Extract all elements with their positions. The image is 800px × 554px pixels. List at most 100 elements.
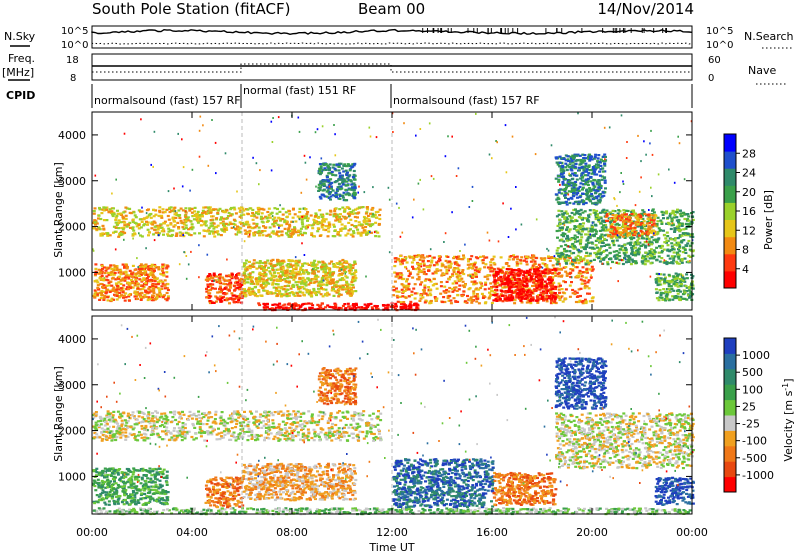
echo-cell: [307, 272, 311, 275]
echo-cell: [539, 294, 542, 297]
echo-cell: [157, 232, 161, 235]
echo-cell: [283, 303, 287, 306]
echo-cell: [173, 206, 177, 209]
echo-cell: [134, 280, 138, 283]
echo-cell: [364, 212, 368, 215]
echo-cell: [235, 277, 239, 280]
echo-cell: [422, 272, 426, 275]
echo-cell: [275, 219, 279, 222]
echo-cell: [342, 164, 346, 167]
echo-cell: [261, 217, 265, 220]
echo-cell: [392, 294, 395, 297]
echo-cell: [333, 290, 337, 293]
echo-cell: [352, 272, 356, 275]
echo-cell: [321, 217, 325, 220]
echo-cell: [624, 228, 628, 231]
echo-cell: [223, 293, 227, 296]
echo-cell: [666, 221, 670, 224]
echo-cell: [586, 241, 590, 245]
echo-cell: [242, 213, 246, 216]
echo-cell: [293, 294, 297, 297]
echo-cell: [188, 207, 192, 210]
echo-cell: [209, 288, 213, 292]
echo-cell: [311, 227, 315, 230]
echo-cell: [129, 282, 133, 285]
echo-cell: [152, 233, 156, 236]
echo-cell: [255, 216, 259, 219]
echo-cell: [344, 184, 348, 187]
echo-cell: [559, 245, 563, 248]
echo-cell: [271, 281, 275, 284]
echo-cell: [602, 227, 606, 230]
echo-cell: [237, 273, 241, 276]
echo-cell: [329, 195, 333, 198]
echo-cell: [310, 302, 313, 305]
echo-cell: [683, 248, 687, 251]
echo-cell: [247, 276, 251, 279]
echo-cell: [298, 285, 302, 288]
echo-cell: [298, 276, 302, 280]
echo-cell: [243, 273, 247, 276]
echo-cell: [537, 263, 541, 266]
echo-cell: [316, 307, 320, 311]
echo-cell: [304, 217, 307, 220]
echo-cell: [121, 215, 125, 218]
echo-cell: [338, 208, 342, 211]
echo-cell: [108, 289, 112, 292]
echo-cell: [303, 294, 306, 297]
echo-cell: [444, 259, 448, 262]
echo-cell: [571, 263, 575, 266]
echo-cell: [250, 214, 254, 217]
echo-cell: [314, 212, 318, 215]
echo-cell: [130, 272, 134, 275]
echo-cell: [624, 222, 628, 225]
echo-cell: [553, 257, 557, 260]
echo-cell: [489, 261, 493, 264]
echo-cell: [686, 218, 690, 221]
echo-cell: [317, 290, 321, 293]
echo-cell: [139, 210, 142, 213]
echo-cell: [354, 226, 358, 229]
echo-cell: [650, 231, 654, 234]
echo-cell: [347, 229, 351, 232]
echo-cell: [426, 294, 429, 297]
echo-cell: [184, 231, 188, 234]
echo-cell: [109, 271, 113, 275]
echo-cell: [270, 211, 274, 214]
echo-cell: [665, 231, 669, 234]
echo-cell: [508, 271, 512, 274]
echo-cell: [565, 234, 569, 237]
echo-cell: [253, 231, 257, 234]
echo-cell: [325, 195, 329, 198]
echo-cell: [327, 293, 331, 296]
echo-cell: [644, 257, 648, 261]
echo-cell: [410, 255, 414, 258]
echo-cell: [263, 285, 267, 288]
echo-cell: [297, 288, 301, 291]
echo-cell: [603, 244, 607, 247]
echo-cell: [136, 287, 140, 290]
echo-cell: [540, 258, 544, 261]
echo-cell: [393, 280, 397, 283]
echo-cell: [554, 285, 558, 288]
echo-cell: [584, 233, 588, 236]
echo-cell: [344, 307, 348, 310]
echo-cell: [313, 272, 317, 275]
echo-cell: [177, 209, 181, 212]
station-title: South Pole Station (fitACF): [92, 0, 290, 18]
echo-cell: [606, 263, 610, 266]
echo-cell: [577, 216, 581, 219]
echo-cell: [167, 227, 171, 230]
echo-cell: [571, 244, 575, 247]
echo-cell: [105, 266, 109, 269]
echo-cell: [328, 274, 332, 277]
echo-cell: [136, 291, 139, 294]
echo-cell: [330, 306, 334, 309]
echo-cell: [225, 292, 229, 295]
echo-cell: [219, 298, 223, 302]
echo-cell: [296, 304, 300, 307]
echo-cell: [587, 233, 591, 236]
freq-strip-frame: [91, 53, 693, 81]
echo-cell: [95, 279, 99, 282]
echo-cell: [152, 299, 156, 302]
